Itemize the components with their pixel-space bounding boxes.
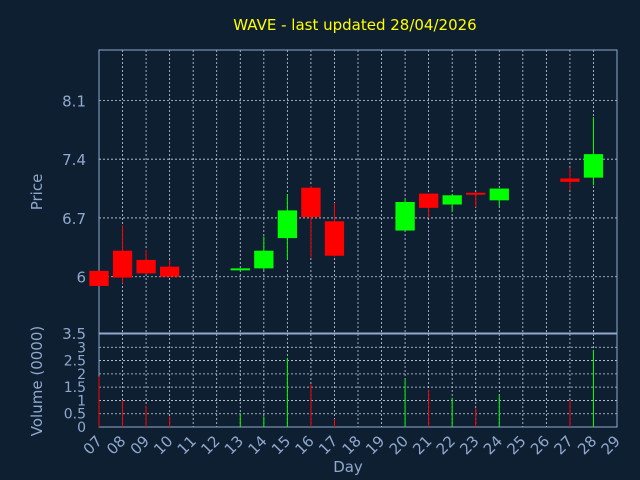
candle-body <box>277 210 298 239</box>
price-tick-labels: 3.5 6 6.7 7.4 8.1 <box>62 92 86 343</box>
candle-day-27 <box>560 167 580 191</box>
candle-body <box>136 259 156 274</box>
candle-body <box>159 266 180 277</box>
candle-day-28 <box>583 117 604 186</box>
candle-day-20 <box>395 198 415 231</box>
candle-day-17 <box>324 202 345 257</box>
y-axis-label: Price <box>28 174 46 211</box>
price-tick-label: 3.5 <box>62 325 86 343</box>
candle-day-10 <box>159 259 180 277</box>
price-tick-label: 6.7 <box>62 210 86 228</box>
candle-body <box>466 192 486 195</box>
volume-tick-label: 1 <box>77 393 86 409</box>
candle-body <box>560 178 580 182</box>
candle-day-16 <box>301 186 321 258</box>
candle-body <box>324 221 345 256</box>
x-axis-label: Day <box>333 458 363 476</box>
volume-tick-label: 3 <box>77 340 86 356</box>
candle-body <box>583 154 604 178</box>
candle-body <box>301 187 321 218</box>
volume-tick-label: 0.5 <box>64 407 86 423</box>
candle-body <box>489 188 509 201</box>
volume-tick-label: 1.5 <box>64 380 86 396</box>
volume-tick-labels: 00.511.522.53 <box>64 340 86 436</box>
volume-axis-label: Volume (0000) <box>28 326 46 436</box>
candle-body <box>442 195 462 205</box>
price-tick-label: 8.1 <box>62 92 86 110</box>
price-panel-frame <box>98 49 618 334</box>
candle-day-7 <box>89 270 109 286</box>
candle-day-23 <box>466 191 486 208</box>
candles <box>89 117 604 286</box>
volume-tick-label: 0 <box>77 420 86 436</box>
candle-day-21 <box>418 193 439 218</box>
candle-day-9 <box>136 249 156 275</box>
volume-bars <box>98 349 594 427</box>
candle-day-8 <box>112 225 133 284</box>
candle-day-13 <box>230 268 250 271</box>
candle-body <box>112 250 133 278</box>
candle-day-22 <box>442 194 462 213</box>
volume-tick-label: 2 <box>77 367 86 383</box>
price-tick-label: 6 <box>76 269 86 287</box>
candle-body <box>89 270 109 286</box>
price-tick-label: 7.4 <box>62 151 86 169</box>
candle-body <box>254 250 274 269</box>
candle-body <box>395 201 415 231</box>
candle-day-24 <box>489 188 509 207</box>
volume-tick-label: 2.5 <box>64 354 86 370</box>
candle-body <box>230 268 250 271</box>
chart-title: WAVE - last updated 28/04/2026 <box>233 16 476 34</box>
candle-body <box>418 193 439 208</box>
candle-day-14 <box>254 236 274 271</box>
x-tick-labels: 0708091011121314151617181920212223242526… <box>80 432 624 458</box>
candle-day-15 <box>277 194 298 260</box>
